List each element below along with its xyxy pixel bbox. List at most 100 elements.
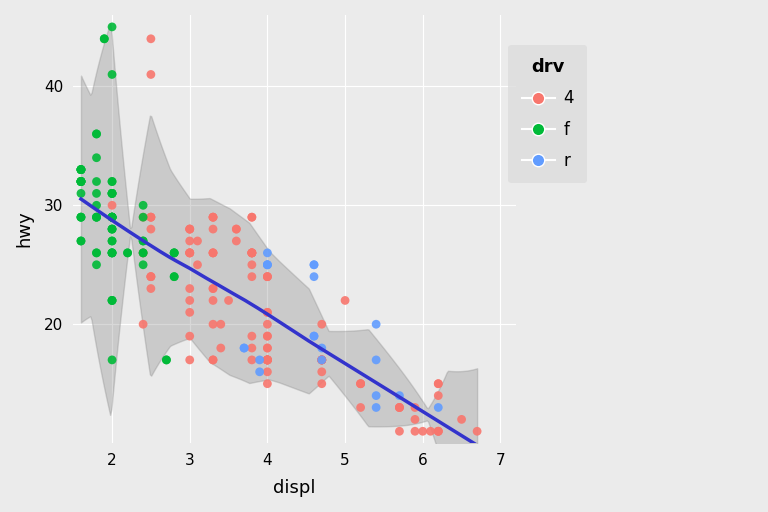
Point bbox=[370, 356, 382, 364]
Point bbox=[184, 285, 196, 293]
Point bbox=[91, 213, 103, 221]
Point bbox=[91, 178, 103, 186]
Point bbox=[261, 368, 273, 376]
Point bbox=[261, 272, 273, 281]
Point bbox=[106, 178, 118, 186]
Point bbox=[207, 285, 219, 293]
Point bbox=[106, 296, 118, 305]
Point bbox=[246, 261, 258, 269]
Point bbox=[161, 356, 173, 364]
Point bbox=[393, 403, 406, 412]
Point bbox=[238, 344, 250, 352]
Point bbox=[308, 332, 320, 340]
Point bbox=[455, 415, 468, 423]
Point bbox=[184, 225, 196, 233]
Point bbox=[106, 189, 118, 198]
Point bbox=[91, 213, 103, 221]
Point bbox=[98, 35, 111, 43]
Point bbox=[106, 213, 118, 221]
Point bbox=[214, 344, 227, 352]
Point bbox=[246, 249, 258, 257]
Point bbox=[137, 213, 149, 221]
Point bbox=[106, 237, 118, 245]
Point bbox=[144, 285, 157, 293]
Point bbox=[261, 356, 273, 364]
Point bbox=[230, 225, 243, 233]
Point bbox=[230, 237, 243, 245]
Point bbox=[246, 249, 258, 257]
Point bbox=[207, 356, 219, 364]
Point bbox=[106, 189, 118, 198]
Legend: 4, f, r: 4, f, r bbox=[508, 45, 588, 183]
Point bbox=[370, 320, 382, 328]
Point bbox=[207, 249, 219, 257]
Point bbox=[261, 344, 273, 352]
Point bbox=[246, 272, 258, 281]
Point bbox=[316, 356, 328, 364]
Point bbox=[471, 427, 483, 435]
Point bbox=[168, 249, 180, 257]
Point bbox=[137, 237, 149, 245]
Point bbox=[74, 213, 87, 221]
Point bbox=[308, 261, 320, 269]
Point bbox=[432, 427, 445, 435]
Point bbox=[106, 296, 118, 305]
Point bbox=[261, 356, 273, 364]
Point bbox=[91, 154, 103, 162]
Point bbox=[316, 356, 328, 364]
Point bbox=[246, 332, 258, 340]
Point bbox=[370, 403, 382, 412]
Point bbox=[106, 178, 118, 186]
Point bbox=[74, 165, 87, 174]
Point bbox=[308, 332, 320, 340]
Point bbox=[316, 356, 328, 364]
Point bbox=[207, 249, 219, 257]
Point bbox=[261, 308, 273, 316]
Point bbox=[144, 225, 157, 233]
Point bbox=[74, 237, 87, 245]
Point bbox=[409, 415, 421, 423]
Point bbox=[74, 237, 87, 245]
Point bbox=[161, 356, 173, 364]
Point bbox=[106, 213, 118, 221]
Point bbox=[261, 344, 273, 352]
Point bbox=[261, 356, 273, 364]
Point bbox=[184, 296, 196, 305]
Point bbox=[246, 249, 258, 257]
Point bbox=[144, 272, 157, 281]
Point bbox=[106, 189, 118, 198]
Point bbox=[207, 296, 219, 305]
Point bbox=[316, 356, 328, 364]
Point bbox=[144, 272, 157, 281]
Point bbox=[184, 225, 196, 233]
Point bbox=[168, 272, 180, 281]
Point bbox=[246, 344, 258, 352]
Point bbox=[106, 249, 118, 257]
Point bbox=[74, 165, 87, 174]
Point bbox=[106, 213, 118, 221]
Point bbox=[74, 178, 87, 186]
Point bbox=[261, 356, 273, 364]
Point bbox=[253, 368, 266, 376]
Point bbox=[106, 249, 118, 257]
Point bbox=[207, 285, 219, 293]
Point bbox=[106, 213, 118, 221]
Point bbox=[106, 213, 118, 221]
Point bbox=[168, 249, 180, 257]
Point bbox=[355, 379, 367, 388]
Point bbox=[184, 249, 196, 257]
Point bbox=[207, 225, 219, 233]
Point bbox=[144, 213, 157, 221]
Point bbox=[137, 249, 149, 257]
Point bbox=[184, 332, 196, 340]
Point bbox=[74, 213, 87, 221]
Point bbox=[137, 237, 149, 245]
Point bbox=[261, 308, 273, 316]
Point bbox=[316, 379, 328, 388]
Point bbox=[393, 427, 406, 435]
Point bbox=[261, 356, 273, 364]
Point bbox=[316, 356, 328, 364]
Point bbox=[106, 225, 118, 233]
Point bbox=[74, 189, 87, 198]
Point bbox=[355, 379, 367, 388]
